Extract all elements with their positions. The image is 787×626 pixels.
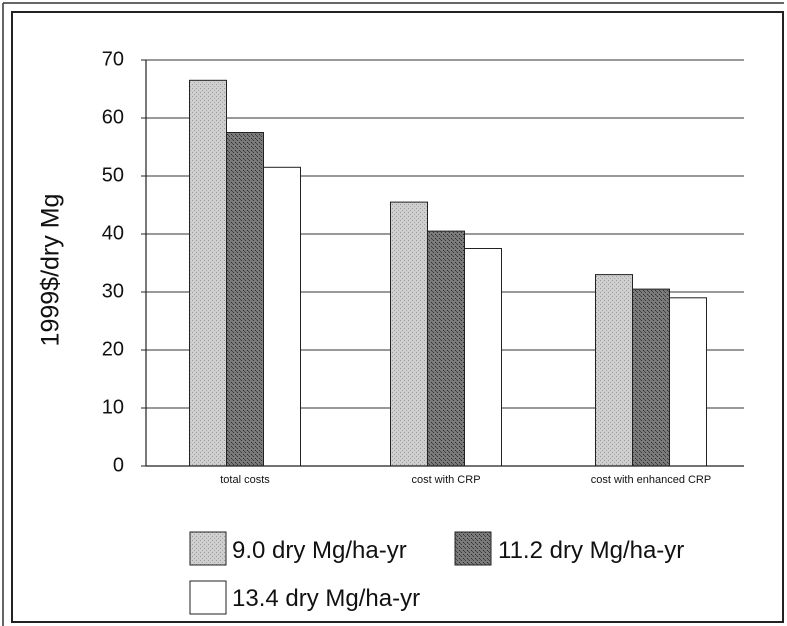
- legend-swatch-series-2: [454, 531, 492, 566]
- y-tick-label: 60: [102, 106, 124, 128]
- y-axis-title: 1999$/dry Mg: [37, 194, 65, 347]
- legend-swatch-series-3: [189, 580, 227, 615]
- legend-swatch-series-1: [189, 531, 227, 566]
- bar-series-2-cat-3: [632, 288, 670, 467]
- x-category-label: cost with CRP: [411, 474, 480, 486]
- bar-series-1-cat-3: [595, 274, 633, 467]
- bar-series-2-cat-2: [427, 230, 465, 467]
- bars: [189, 79, 707, 467]
- y-tick-label: 50: [102, 164, 124, 186]
- bar-series-3-cat-3: [669, 297, 707, 467]
- legend-label-series-2: 11.2 dry Mg/ha-yr: [498, 537, 684, 564]
- legend: 9.0 dry Mg/ha-yr 11.2 dry Mg/ha-yr 13.4 …: [189, 531, 684, 615]
- y-tick-label: 30: [102, 280, 124, 302]
- y-tick-label: 10: [102, 396, 124, 418]
- category-labels: total costs cost with CRP cost with enhanc…: [220, 474, 711, 486]
- legend-label-series-1: 9.0 dry Mg/ha-yr: [232, 537, 407, 564]
- y-tick-label: 20: [102, 338, 124, 360]
- x-category-label: total costs: [220, 474, 270, 486]
- y-tick-label: 40: [102, 222, 124, 244]
- bar-series-2-cat-1: [226, 132, 264, 467]
- bar-series-3-cat-1: [263, 166, 301, 467]
- y-tick-label: 70: [102, 48, 124, 70]
- bar-series-1-cat-2: [390, 201, 428, 467]
- bar-series-1-cat-1: [189, 79, 227, 467]
- x-category-label: cost with enhanced CRP: [591, 474, 711, 486]
- outer-border: [11, 11, 784, 623]
- y-tick-label: 0: [113, 454, 124, 476]
- y-tick-labels: 0 10 20 30 40 50 60 70: [102, 48, 146, 476]
- legend-label-series-3: 13.4 dry Mg/ha-yr: [232, 585, 420, 612]
- bar-series-3-cat-2: [464, 248, 502, 467]
